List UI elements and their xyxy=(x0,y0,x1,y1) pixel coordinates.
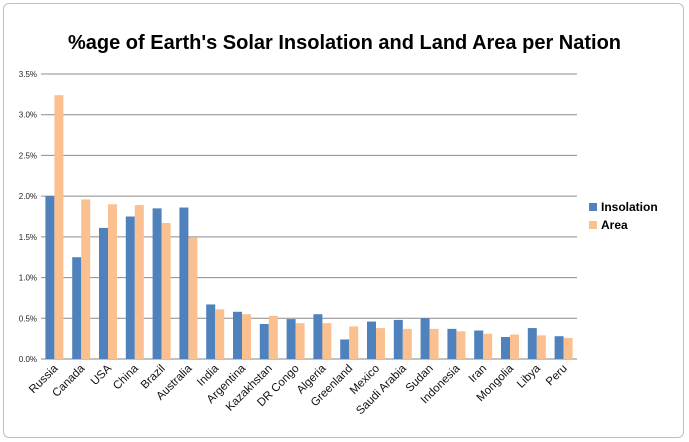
bar-area-mongolia xyxy=(510,334,519,359)
y-tick-label: 0.0% xyxy=(19,355,37,364)
bar-insolation-china xyxy=(125,216,135,359)
bar-area-libya xyxy=(536,335,546,359)
bar-insolation-greenland xyxy=(340,339,350,359)
bar-area-kazakhstan xyxy=(268,315,278,359)
bar-insolation-argentina xyxy=(233,311,242,359)
bar-insolation-iran xyxy=(474,330,484,359)
y-axis-ticks: 0.0% 0.5% 1.0% 1.5% 2.0% 2.5% 3.0% 3.5% xyxy=(19,70,37,364)
gridlines xyxy=(41,73,577,360)
bar-area-sudan xyxy=(429,328,439,359)
bar-area-india xyxy=(215,309,225,359)
bar-area-dr-congo xyxy=(295,323,305,359)
bar-insolation-indonesia xyxy=(447,328,457,359)
bar-area-peru xyxy=(563,337,573,359)
bar-area-australia xyxy=(188,237,198,359)
bar-insolation-australia xyxy=(179,207,189,359)
bar-area-brazil xyxy=(161,223,171,359)
legend: Insolation Area xyxy=(589,200,658,232)
x-tick-label: Iran xyxy=(467,363,490,386)
bar-area-argentina xyxy=(242,314,251,359)
bar-area-mexico xyxy=(376,328,385,359)
y-tick-label: 3.0% xyxy=(19,111,37,120)
bar-insolation-dr-congo xyxy=(286,319,296,359)
y-tick-label: 3.5% xyxy=(19,70,37,79)
bar-area-greenland xyxy=(349,326,359,359)
legend-swatch-area xyxy=(589,221,597,229)
y-tick-label: 2.0% xyxy=(19,192,37,201)
y-tick-label: 2.5% xyxy=(19,151,37,160)
y-tick-label: 1.0% xyxy=(19,274,37,283)
bar-insolation-usa xyxy=(99,227,108,359)
bar-insolation-peru xyxy=(554,336,564,359)
bar-insolation-libya xyxy=(527,328,537,359)
chart-title: %age of Earth's Solar Insolation and Lan… xyxy=(68,32,621,54)
bar-area-china xyxy=(134,205,144,359)
legend-label-area: Area xyxy=(601,218,628,232)
bar-area-iran xyxy=(483,333,493,359)
bar-insolation-india xyxy=(206,304,216,359)
bar-area-canada xyxy=(81,199,91,359)
bar-insolation-russia xyxy=(45,196,55,359)
bar-insolation-brazil xyxy=(152,208,162,359)
x-tick-label: Peru xyxy=(544,363,570,389)
bar-insolation-mexico xyxy=(367,321,376,359)
bar-insolation-saudi-arabia xyxy=(393,319,403,359)
bar-insolation-algeria xyxy=(313,314,323,359)
x-tick-label: Libya xyxy=(515,362,543,390)
bar-area-indonesia xyxy=(456,331,466,359)
y-tick-label: 1.5% xyxy=(19,233,37,242)
bar-insolation-kazakhstan xyxy=(259,323,269,359)
bar-insolation-sudan xyxy=(420,318,430,359)
bar-area-usa xyxy=(108,204,117,359)
bar-insolation-mongolia xyxy=(501,337,510,359)
bar-area-russia xyxy=(54,95,64,360)
bar-insolation-canada xyxy=(72,257,82,359)
legend-label-insolation: Insolation xyxy=(601,200,658,214)
bar-area-saudi-arabia xyxy=(402,328,412,359)
legend-swatch-insolation xyxy=(589,203,597,211)
x-tick-label: China xyxy=(111,362,141,392)
bar-area-algeria xyxy=(322,323,332,359)
bars xyxy=(45,95,573,360)
y-tick-label: 0.5% xyxy=(19,314,37,323)
